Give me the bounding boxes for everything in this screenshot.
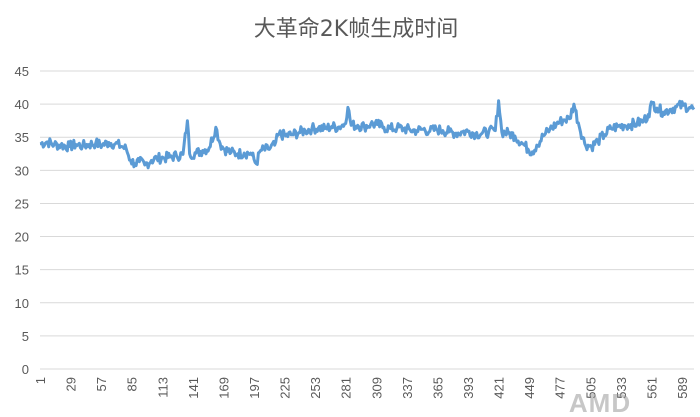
- x-tick-label: 141: [186, 377, 201, 399]
- y-axis-ticks: 0 5 10 15 20 25 30 35 40 45: [15, 64, 29, 377]
- x-tick-label: 309: [369, 377, 384, 399]
- y-tick-label: 45: [15, 64, 29, 79]
- grid-lines: [40, 70, 694, 370]
- x-tick-label: 365: [430, 377, 445, 399]
- y-tick-label: 15: [15, 263, 29, 278]
- x-tick-label: 169: [216, 377, 231, 399]
- series-layer: [39, 99, 696, 170]
- chart-title: 大革命2K帧生成时间: [254, 17, 458, 42]
- x-tick-label: 589: [675, 377, 690, 399]
- x-axis-ticks: 1 29 57 85 113 141 169 197 225 253 281 309 337 365 393…: [33, 377, 690, 399]
- x-tick-label: 281: [339, 377, 354, 399]
- x-tick-label: 561: [644, 377, 659, 399]
- x-tick-label: 225: [278, 377, 293, 399]
- x-tick-label: 85: [125, 377, 140, 391]
- y-tick-label: 30: [15, 163, 29, 178]
- y-tick-label: 35: [15, 130, 29, 145]
- x-tick-label: 393: [461, 377, 476, 399]
- x-tick-label: 57: [94, 377, 109, 391]
- y-tick-label: 5: [22, 329, 29, 344]
- y-tick-label: 10: [15, 296, 29, 311]
- x-tick-label: 337: [400, 377, 415, 399]
- frame-time-series-line: [39, 99, 696, 170]
- x-tick-label: 421: [492, 377, 507, 399]
- y-tick-label: 25: [15, 196, 29, 211]
- amd-watermark-logo: AMD: [569, 388, 631, 417]
- x-tick-label: 197: [247, 377, 262, 399]
- x-tick-label: 505: [583, 377, 598, 399]
- x-tick-label: 29: [64, 377, 79, 391]
- y-tick-label: 40: [15, 97, 29, 112]
- x-tick-label: 253: [308, 377, 323, 399]
- x-tick-label: 477: [553, 377, 568, 399]
- x-tick-label: 113: [155, 377, 170, 398]
- x-tick-label: 449: [522, 377, 537, 399]
- y-tick-label: 20: [15, 230, 29, 245]
- x-tick-label: 533: [614, 377, 629, 399]
- x-tick-label: 1: [33, 377, 48, 384]
- y-tick-label: 0: [22, 362, 29, 377]
